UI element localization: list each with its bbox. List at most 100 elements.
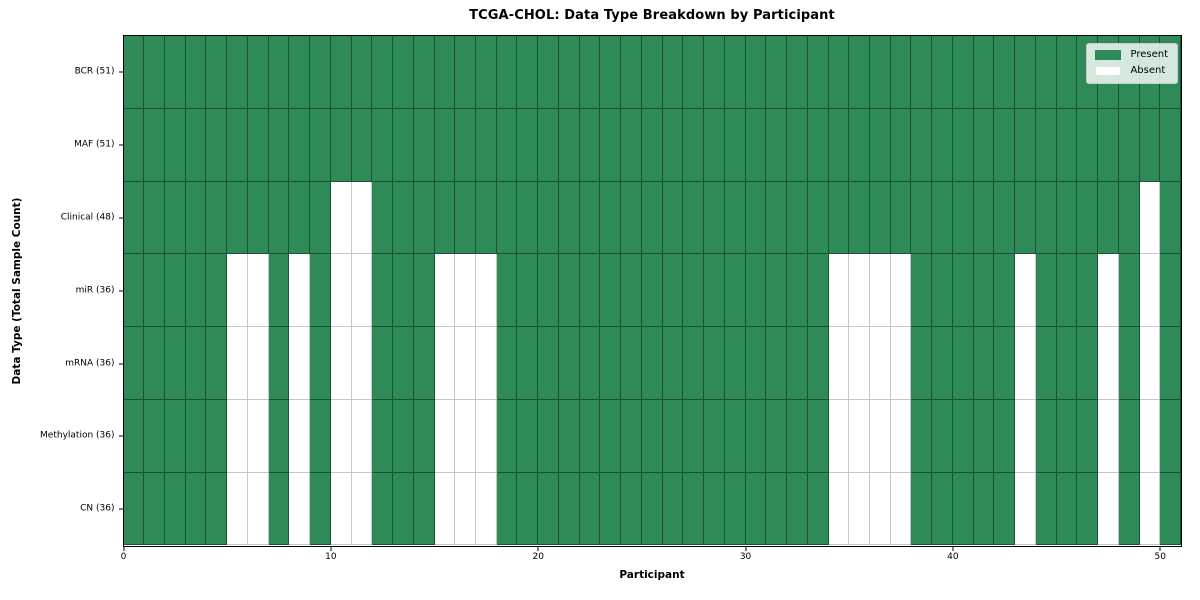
x-tick-mark <box>1159 546 1161 551</box>
heatmap-cell <box>1077 254 1099 328</box>
heatmap-cell <box>766 36 788 109</box>
heatmap-cell <box>849 36 870 109</box>
heatmap-cell <box>1139 399 1161 473</box>
x-tick-mark <box>537 546 539 551</box>
heatmap-cell <box>289 181 311 255</box>
heatmap-cell <box>621 472 642 546</box>
heatmap-cell <box>1035 327 1057 400</box>
heatmap-cell <box>1015 472 1036 546</box>
legend-swatch-absent <box>1095 66 1122 76</box>
heatmap-cell <box>869 327 891 400</box>
heatmap-cell <box>600 472 622 546</box>
heatmap-cell <box>164 327 186 400</box>
heatmap-cell <box>662 327 684 400</box>
heatmap-cell <box>621 399 642 473</box>
y-tick-mark <box>118 363 123 365</box>
heatmap-cell <box>1056 399 1078 473</box>
heatmap-cell <box>393 327 414 400</box>
heatmap-cell <box>558 36 580 109</box>
heatmap-cell <box>289 254 311 328</box>
heatmap-cell <box>890 472 912 546</box>
heatmap-cell <box>911 181 933 255</box>
heatmap-cell <box>766 254 788 328</box>
heatmap-cell <box>206 181 228 255</box>
heatmap-cell <box>496 399 518 473</box>
y-tick-label: Methylation (36) <box>40 430 115 441</box>
heatmap-cell <box>641 36 663 109</box>
heatmap-cell <box>973 472 995 546</box>
heatmap-cell <box>1160 254 1181 328</box>
heatmap-cell <box>476 181 497 255</box>
heatmap-cell <box>704 254 725 328</box>
heatmap-cell <box>164 254 186 328</box>
heatmap-cell <box>1160 472 1181 546</box>
heatmap-cell <box>994 327 1016 400</box>
heatmap-cell <box>268 472 290 546</box>
heatmap-cell <box>1139 472 1161 546</box>
heatmap-cell <box>185 181 207 255</box>
heatmap-cell <box>994 181 1016 255</box>
heatmap-cell <box>932 108 953 182</box>
heatmap-cell <box>372 36 394 109</box>
heatmap-cell <box>766 181 788 255</box>
heatmap-cell <box>289 399 311 473</box>
heatmap-cell <box>206 254 228 328</box>
heatmap-cell <box>185 327 207 400</box>
heatmap-cell <box>704 327 725 400</box>
heatmap-cell <box>558 181 580 255</box>
heatmap-cell <box>476 399 497 473</box>
heatmap-cell <box>496 327 518 400</box>
heatmap-cell <box>973 181 995 255</box>
heatmap-cell <box>869 254 891 328</box>
heatmap-cell <box>413 327 435 400</box>
heatmap-cell <box>144 108 165 182</box>
heatmap-cell <box>185 254 207 328</box>
heatmap-cell <box>164 399 186 473</box>
heatmap-cell <box>247 36 269 109</box>
heatmap-cell <box>621 254 642 328</box>
heatmap-cell <box>268 399 290 473</box>
heatmap-cell <box>787 254 808 328</box>
heatmap-cell <box>932 327 953 400</box>
heatmap-cell <box>641 108 663 182</box>
heatmap-cell <box>144 327 165 400</box>
heatmap-cell <box>579 472 601 546</box>
heatmap-cell <box>1077 472 1099 546</box>
heatmap-cell <box>724 327 746 400</box>
heatmap-cell <box>227 108 248 182</box>
heatmap-cell <box>745 108 767 182</box>
heatmap-cell <box>787 327 808 400</box>
heatmap-cell <box>351 327 373 400</box>
heatmap-cell <box>662 254 684 328</box>
heatmap-cell <box>745 181 767 255</box>
heatmap-cell <box>310 399 331 473</box>
heatmap-cell <box>994 399 1016 473</box>
heatmap-cell <box>351 472 373 546</box>
heatmap-cell <box>455 399 476 473</box>
heatmap-cell <box>724 108 746 182</box>
heatmap-cell <box>766 399 788 473</box>
heatmap-cell <box>123 36 145 109</box>
heatmap-cell <box>952 399 974 473</box>
heatmap-cell <box>268 181 290 255</box>
heatmap-cell <box>745 36 767 109</box>
heatmap-cell <box>1035 108 1057 182</box>
heatmap-cell <box>952 108 974 182</box>
heatmap-cell <box>994 108 1016 182</box>
heatmap-cell <box>1118 254 1140 328</box>
heatmap-cell <box>1077 327 1099 400</box>
heatmap-cell <box>973 399 995 473</box>
heatmap-cell <box>704 399 725 473</box>
heatmap-cell <box>1118 108 1140 182</box>
heatmap-cell <box>247 327 269 400</box>
heatmap-cell <box>227 254 248 328</box>
heatmap-cell <box>1015 399 1036 473</box>
heatmap-cell <box>869 181 891 255</box>
legend-swatch-present <box>1095 50 1122 60</box>
heatmap-cell <box>164 36 186 109</box>
heatmap-cell <box>268 36 290 109</box>
heatmap-cell <box>641 399 663 473</box>
heatmap-cell <box>393 399 414 473</box>
heatmap-cell <box>807 472 829 546</box>
heatmap-cell <box>849 472 870 546</box>
